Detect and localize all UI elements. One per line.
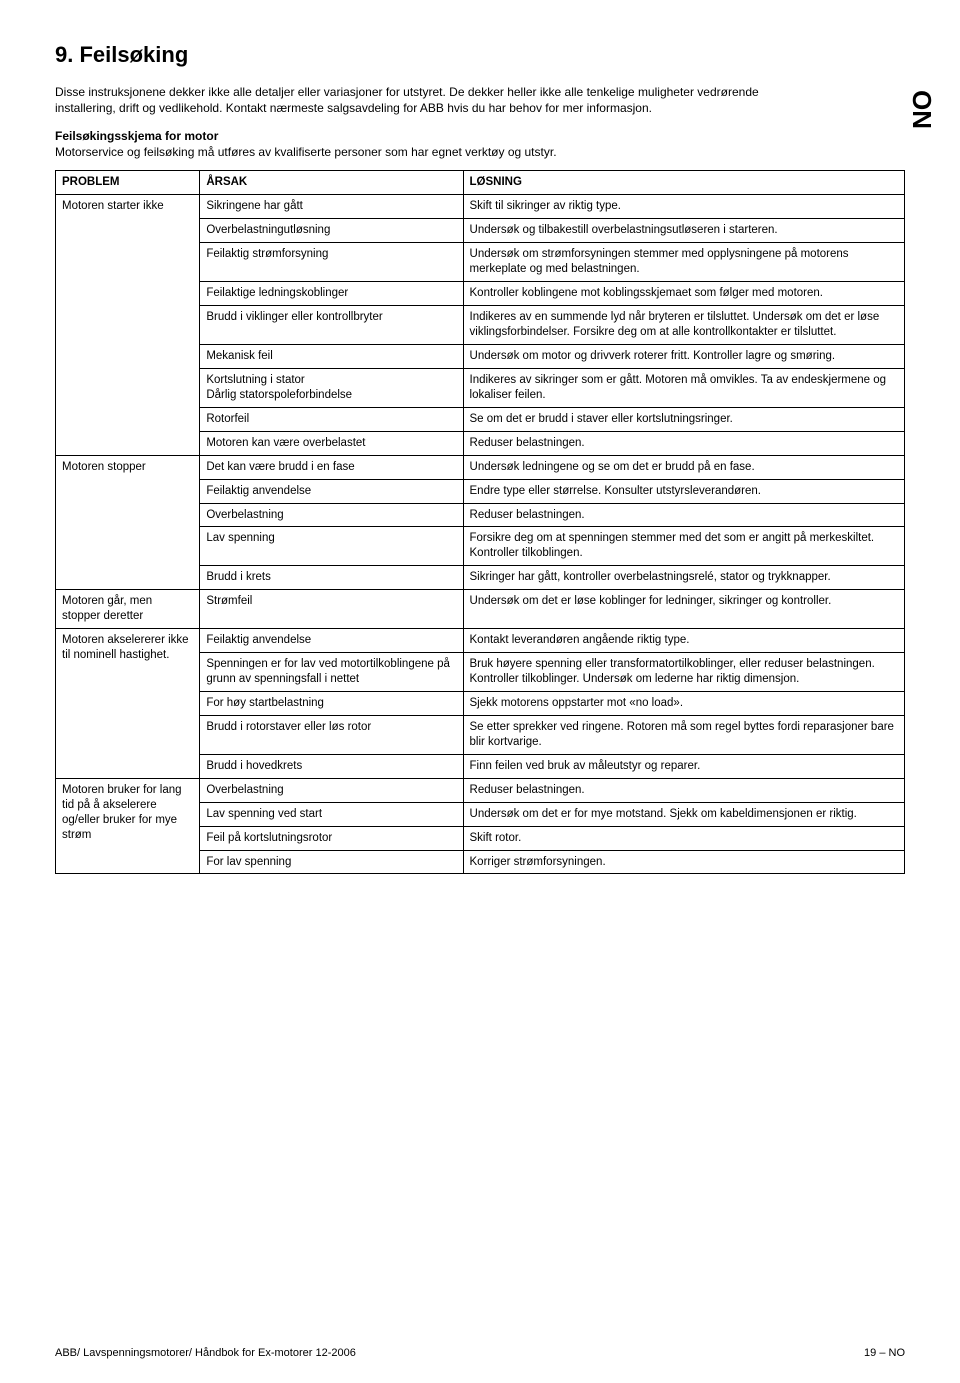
solution-cell: Kontroller koblingene mot koblingsskjema… [463, 282, 904, 306]
table-row: Motoren går, men stopper deretterStrømfe… [56, 590, 905, 629]
solution-cell: Bruk høyere spenning eller transformator… [463, 653, 904, 692]
solution-cell: Korriger strømforsyningen. [463, 850, 904, 874]
schema-title: Feilsøkingsskjema for motor [55, 129, 218, 143]
table-row: Motoren akselererer ikke til nominell ha… [56, 629, 905, 653]
cause-cell: Brudd i viklinger eller kontrollbryter [200, 306, 463, 345]
cause-cell: Sikringene har gått [200, 195, 463, 219]
solution-cell: Reduser belastningen. [463, 778, 904, 802]
solution-cell: Reduser belastningen. [463, 431, 904, 455]
cause-cell: Rotorfeil [200, 407, 463, 431]
cause-cell: Feilaktig anvendelse [200, 479, 463, 503]
cause-cell: Feilaktige ledningskoblinger [200, 282, 463, 306]
solution-cell: Undersøk og tilbakestill overbelastnings… [463, 219, 904, 243]
col-problem: PROBLEM [56, 171, 200, 195]
footer-right: 19 – NO [864, 1346, 905, 1361]
solution-cell: Indikeres av en summende lyd når brytere… [463, 306, 904, 345]
solution-cell: Indikeres av sikringer som er gått. Moto… [463, 368, 904, 407]
cause-cell: For høy startbelastning [200, 691, 463, 715]
solution-cell: Undersøk om det er for mye motstand. Sje… [463, 802, 904, 826]
troubleshooting-table: PROBLEM ÅRSAK LØSNING Motoren starter ik… [55, 170, 905, 874]
col-solution: LØSNING [463, 171, 904, 195]
cause-cell: Overbelastning [200, 778, 463, 802]
cause-cell: Overbelastning [200, 503, 463, 527]
solution-cell: Undersøk om strømforsyningen stemmer med… [463, 243, 904, 282]
cause-cell: Kortslutning i stator Dårlig statorspole… [200, 368, 463, 407]
problem-cell: Motoren går, men stopper deretter [56, 590, 200, 629]
solution-cell: Skift rotor. [463, 826, 904, 850]
problem-cell: Motoren bruker for lang tid på å akseler… [56, 778, 200, 874]
solution-cell: Sikringer har gått, kontroller overbelas… [463, 566, 904, 590]
solution-cell: Undersøk om motor og drivverk roterer fr… [463, 344, 904, 368]
solution-cell: Reduser belastningen. [463, 503, 904, 527]
table-row: Motoren starter ikkeSikringene har gåttS… [56, 195, 905, 219]
cause-cell: Strømfeil [200, 590, 463, 629]
cause-cell: Feil på kortslutningsrotor [200, 826, 463, 850]
col-cause: ÅRSAK [200, 171, 463, 195]
cause-cell: Feilaktig strømforsyning [200, 243, 463, 282]
solution-cell: Undersøk ledningene og se om det er brud… [463, 455, 904, 479]
table-row: Motoren bruker for lang tid på å akseler… [56, 778, 905, 802]
schema-description: Motorservice og feilsøking må utføres av… [55, 145, 557, 159]
solution-cell: Forsikre deg om at spenningen stemmer me… [463, 527, 904, 566]
cause-cell: Lav spenning ved start [200, 802, 463, 826]
solution-cell: Se etter sprekker ved ringene. Rotoren m… [463, 715, 904, 754]
solution-cell: Skift til sikringer av riktig type. [463, 195, 904, 219]
solution-cell: Endre type eller størrelse. Konsulter ut… [463, 479, 904, 503]
problem-cell: Motoren starter ikke [56, 195, 200, 455]
solution-cell: Undersøk om det er løse koblinger for le… [463, 590, 904, 629]
language-tab: NO [905, 90, 940, 129]
cause-cell: Mekanisk feil [200, 344, 463, 368]
cause-cell: For lav spenning [200, 850, 463, 874]
cause-cell: Motoren kan være overbelastet [200, 431, 463, 455]
page-footer: ABB/ Lavspenningsmotorer/ Håndbok for Ex… [55, 1346, 905, 1361]
cause-cell: Det kan være brudd i en fase [200, 455, 463, 479]
problem-cell: Motoren akselererer ikke til nominell ha… [56, 629, 200, 779]
solution-cell: Se om det er brudd i staver eller kortsl… [463, 407, 904, 431]
table-row: Motoren stopperDet kan være brudd i en f… [56, 455, 905, 479]
cause-cell: Feilaktig anvendelse [200, 629, 463, 653]
schema-intro: Feilsøkingsskjema for motor Motorservice… [55, 128, 795, 160]
solution-cell: Sjekk motorens oppstarter mot «no load». [463, 691, 904, 715]
cause-cell: Lav spenning [200, 527, 463, 566]
cause-cell: Brudd i hovedkrets [200, 754, 463, 778]
cause-cell: Brudd i krets [200, 566, 463, 590]
footer-left: ABB/ Lavspenningsmotorer/ Håndbok for Ex… [55, 1346, 356, 1361]
cause-cell: Overbelastningutløsning [200, 219, 463, 243]
cause-cell: Spenningen er for lav ved motortilkoblin… [200, 653, 463, 692]
cause-cell: Brudd i rotorstaver eller løs rotor [200, 715, 463, 754]
intro-paragraph: Disse instruksjonene dekker ikke alle de… [55, 84, 795, 116]
solution-cell: Kontakt leverandøren angående riktig typ… [463, 629, 904, 653]
table-header-row: PROBLEM ÅRSAK LØSNING [56, 171, 905, 195]
section-heading: 9. Feilsøking [55, 40, 905, 70]
problem-cell: Motoren stopper [56, 455, 200, 590]
solution-cell: Finn feilen ved bruk av måleutstyr og re… [463, 754, 904, 778]
